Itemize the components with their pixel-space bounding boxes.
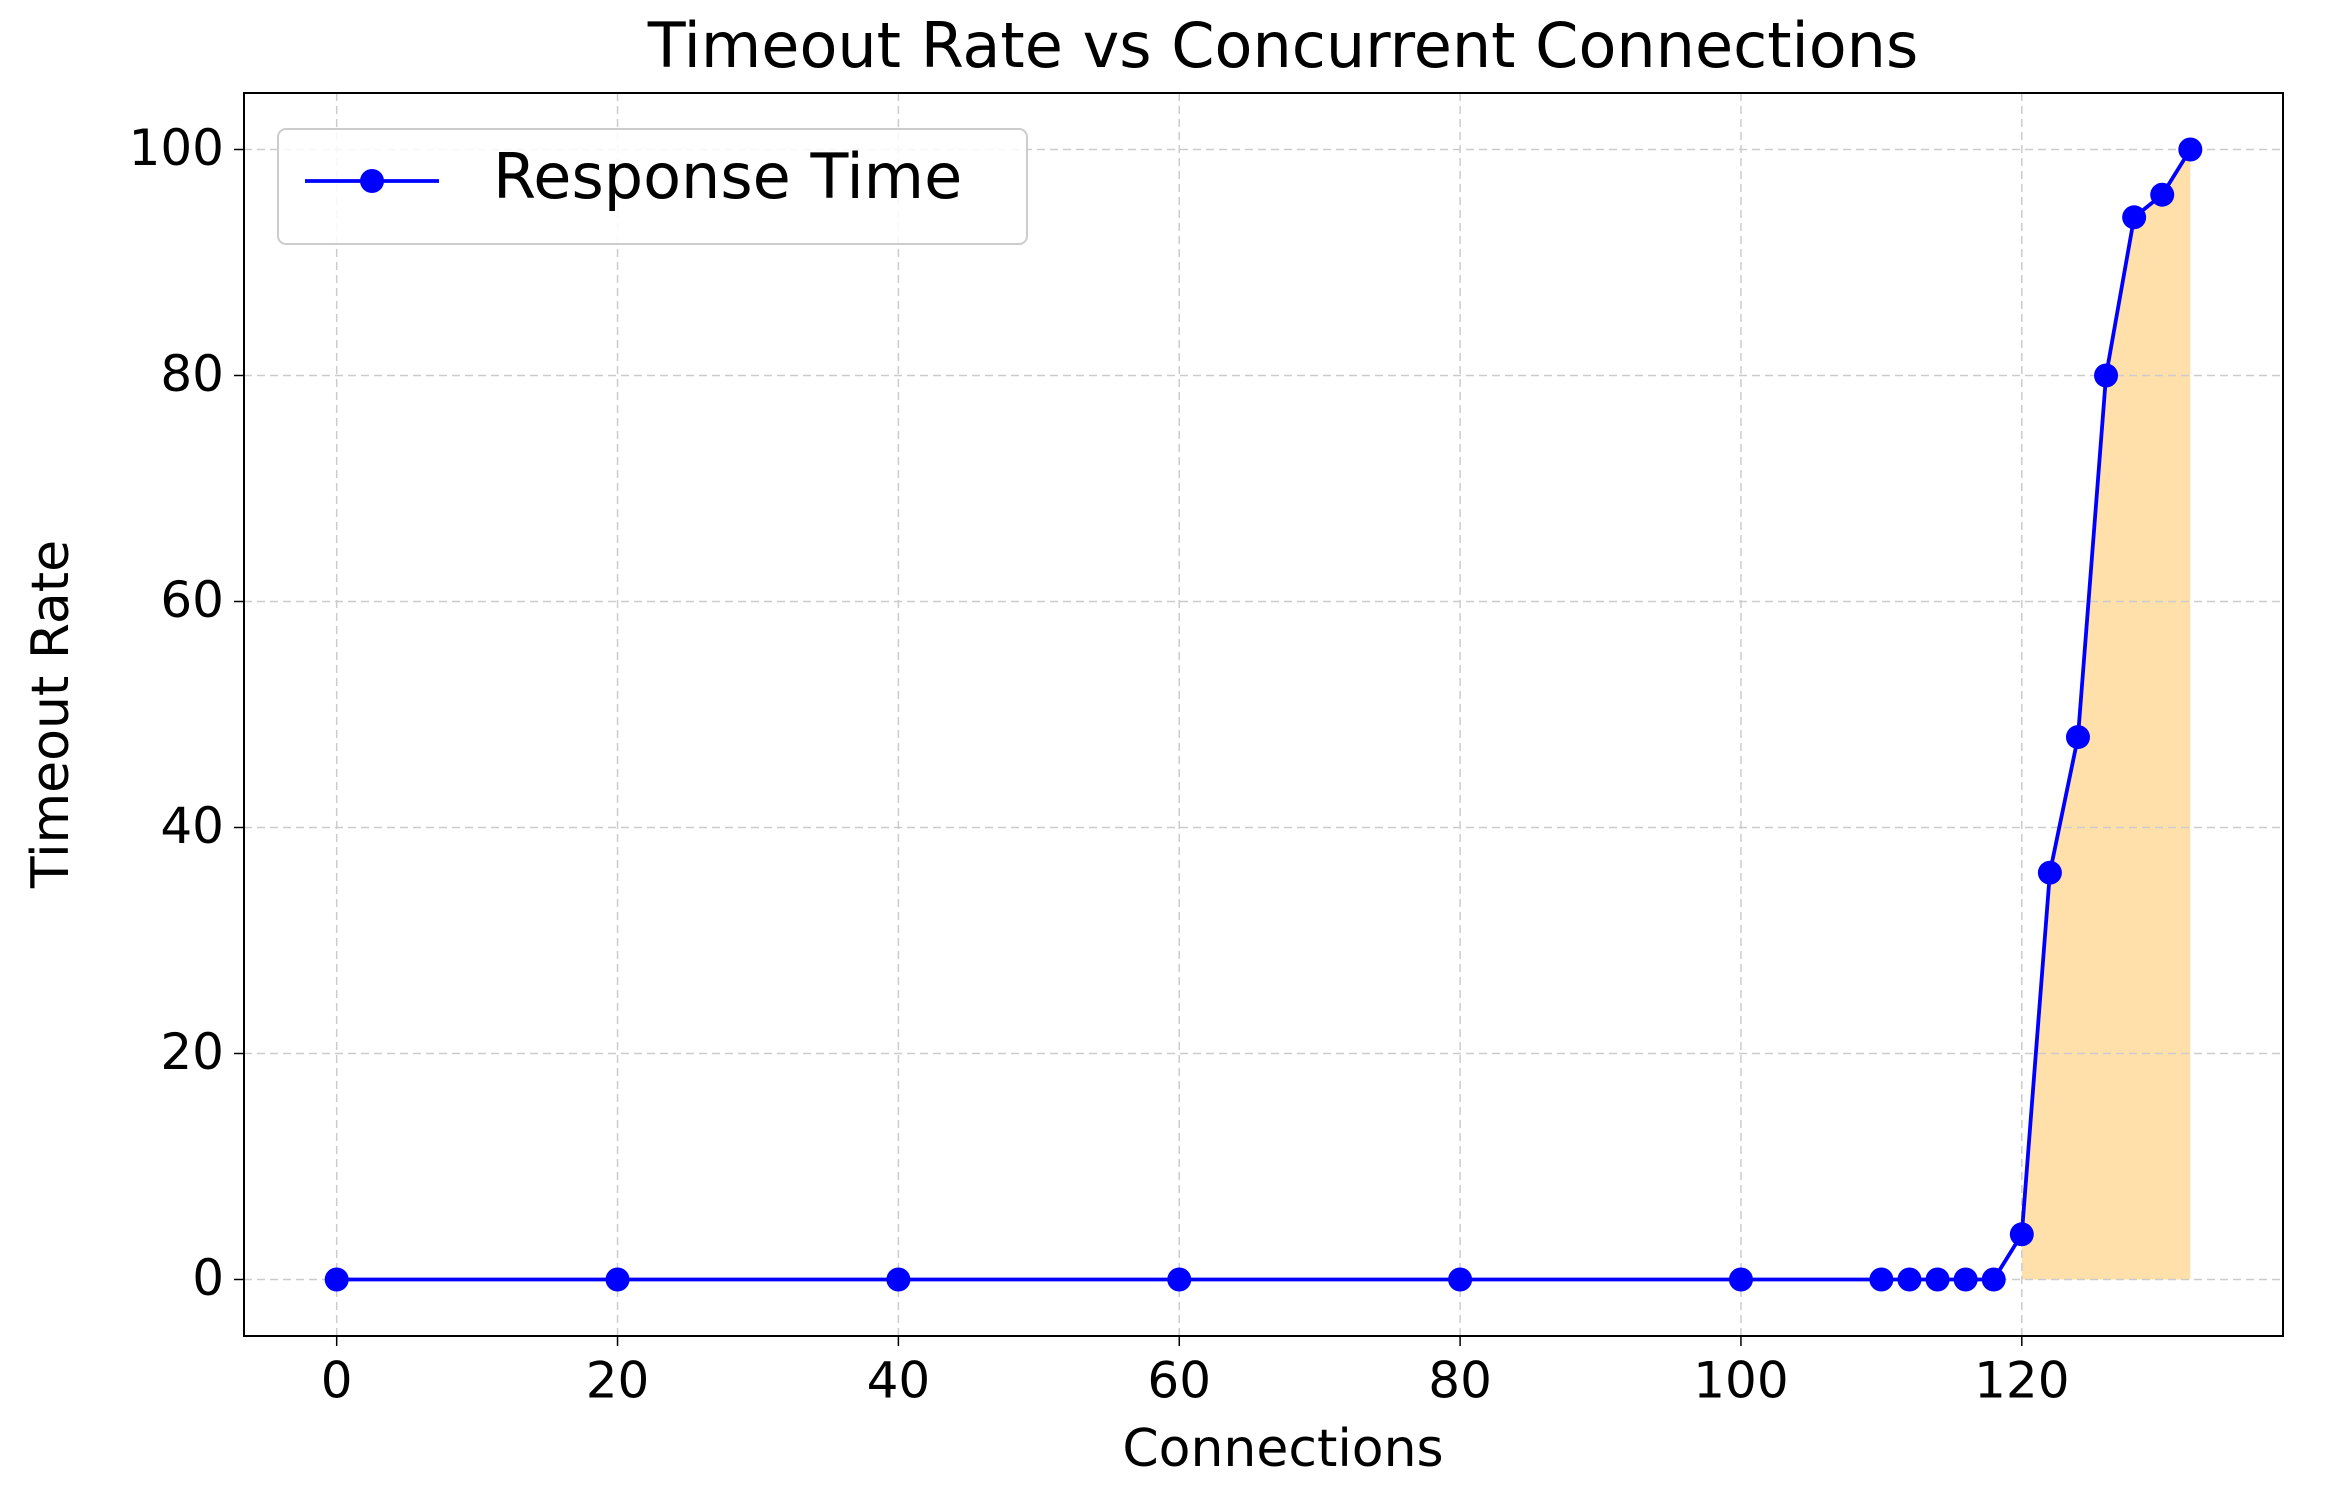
y-tick-label: 40	[160, 797, 224, 855]
y-tick-label: 80	[160, 345, 224, 403]
plot-frame	[243, 92, 2284, 1337]
data-point	[2094, 363, 2119, 388]
data-point	[1925, 1267, 1950, 1292]
data-point	[2178, 137, 2203, 162]
y-axis-label: Timeout Rate	[21, 540, 81, 889]
data-point	[324, 1267, 349, 1292]
y-tick-label: 60	[160, 571, 224, 629]
area-fill	[2021, 149, 2191, 1280]
data-point	[2009, 1222, 2034, 1247]
y-tick-label: 0	[192, 1249, 224, 1307]
data-point	[1167, 1267, 1192, 1292]
data-point	[1953, 1267, 1978, 1292]
x-tick-label: 120	[1974, 1352, 2069, 1410]
data-point	[2150, 182, 2175, 207]
data-point	[1728, 1267, 1753, 1292]
data-point	[2037, 860, 2062, 885]
x-tick-label: 60	[1147, 1352, 1211, 1410]
data-line	[336, 148, 2192, 1282]
data-point	[1869, 1267, 1894, 1292]
data-point	[1981, 1267, 2006, 1292]
x-tick-label: 80	[1428, 1352, 1492, 1410]
x-tick-label: 100	[1693, 1352, 1788, 1410]
data-point	[2065, 725, 2090, 750]
legend-marker	[360, 169, 384, 193]
data-point	[886, 1267, 911, 1292]
data-point	[605, 1267, 630, 1292]
data-point	[1897, 1267, 1922, 1292]
chart-title: Timeout Rate vs Concurrent Connections	[647, 9, 1919, 82]
y-tick-label: 100	[129, 119, 224, 177]
x-tick-label: 0	[321, 1352, 353, 1410]
data-point	[2122, 205, 2147, 230]
x-axis-label: Connections	[1122, 1419, 1443, 1479]
y-tick-label: 20	[160, 1023, 224, 1081]
data-point	[1448, 1267, 1473, 1292]
x-tick-label: 20	[586, 1352, 650, 1410]
legend-label: Response Time	[493, 140, 962, 213]
legend: Response Time	[277, 128, 1028, 245]
legend-box	[277, 128, 1028, 245]
x-tick-label: 40	[867, 1352, 931, 1410]
